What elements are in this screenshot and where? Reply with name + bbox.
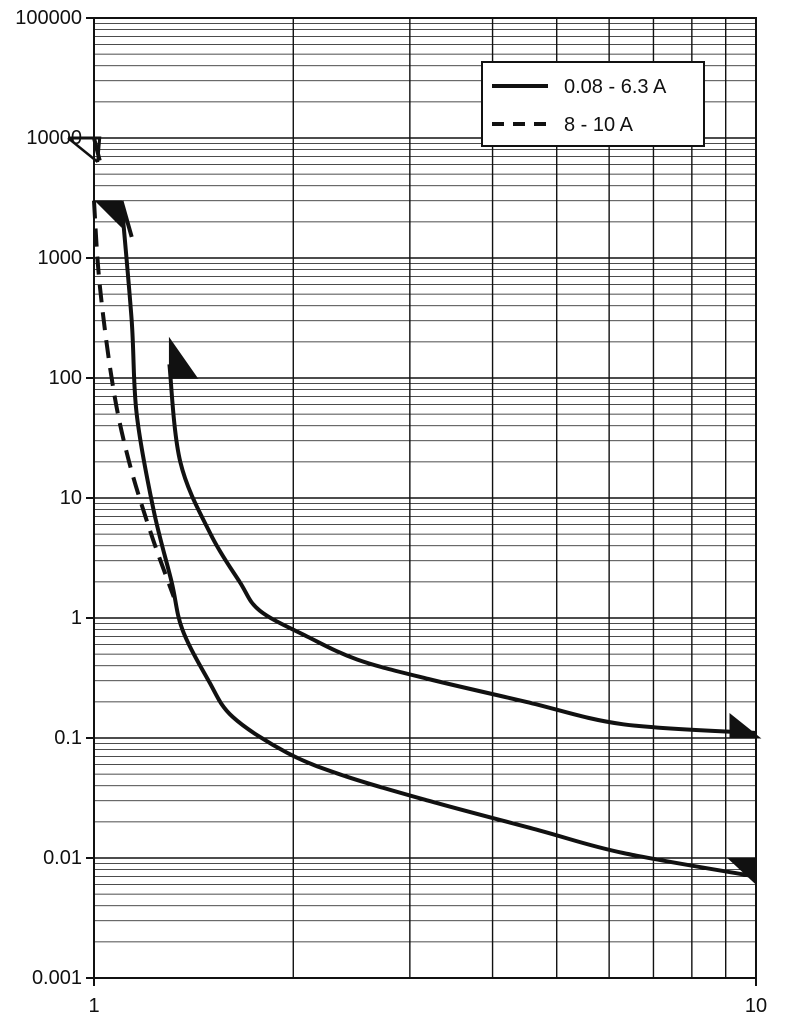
marker-upper-end — [729, 712, 762, 739]
tick-labels: 100000 10000 1000 100 10 1 0.1 0.01 0.001 1 10 — [15, 7, 767, 1017]
curve-upper-solid-2 — [167, 364, 757, 735]
marker-lower-start — [94, 200, 122, 228]
legend: 0.08 - 6.3 A 8 - 10 A — [481, 61, 705, 147]
y-tick-label: 1 — [71, 607, 82, 629]
x-tick-label: 10 — [745, 995, 767, 1017]
legend-label-series-1: 0.08 - 6.3 A — [564, 76, 667, 98]
y-tick-label: 0.01 — [43, 847, 82, 869]
curve-end-markers — [67, 136, 762, 886]
curve-lower-solid-0 — [119, 200, 757, 879]
legend-label-series-2: 8 - 10 A — [564, 114, 634, 136]
y-tick-label: 0.1 — [54, 727, 82, 749]
y-tick-label: 100 — [49, 367, 82, 389]
curve-lower-dashed-1 — [92, 200, 176, 598]
curves — [92, 137, 757, 879]
y-tick-label: 100000 — [15, 7, 82, 29]
x-tick-label: 1 — [88, 995, 99, 1017]
y-tick-label: 10000 — [26, 127, 82, 149]
curve-upper-solid-4 — [119, 200, 134, 238]
marker-upper-start — [168, 336, 199, 379]
y-tick-label: 10 — [60, 487, 82, 509]
y-tick-label: 1000 — [38, 247, 83, 269]
grid — [86, 17, 757, 986]
y-tick-label: 0.001 — [32, 967, 82, 989]
marker-dashed-top — [68, 136, 102, 163]
legend-box — [481, 61, 705, 147]
marker-lower-end — [726, 857, 757, 886]
marker-dashed-top-diagonal — [67, 137, 99, 163]
